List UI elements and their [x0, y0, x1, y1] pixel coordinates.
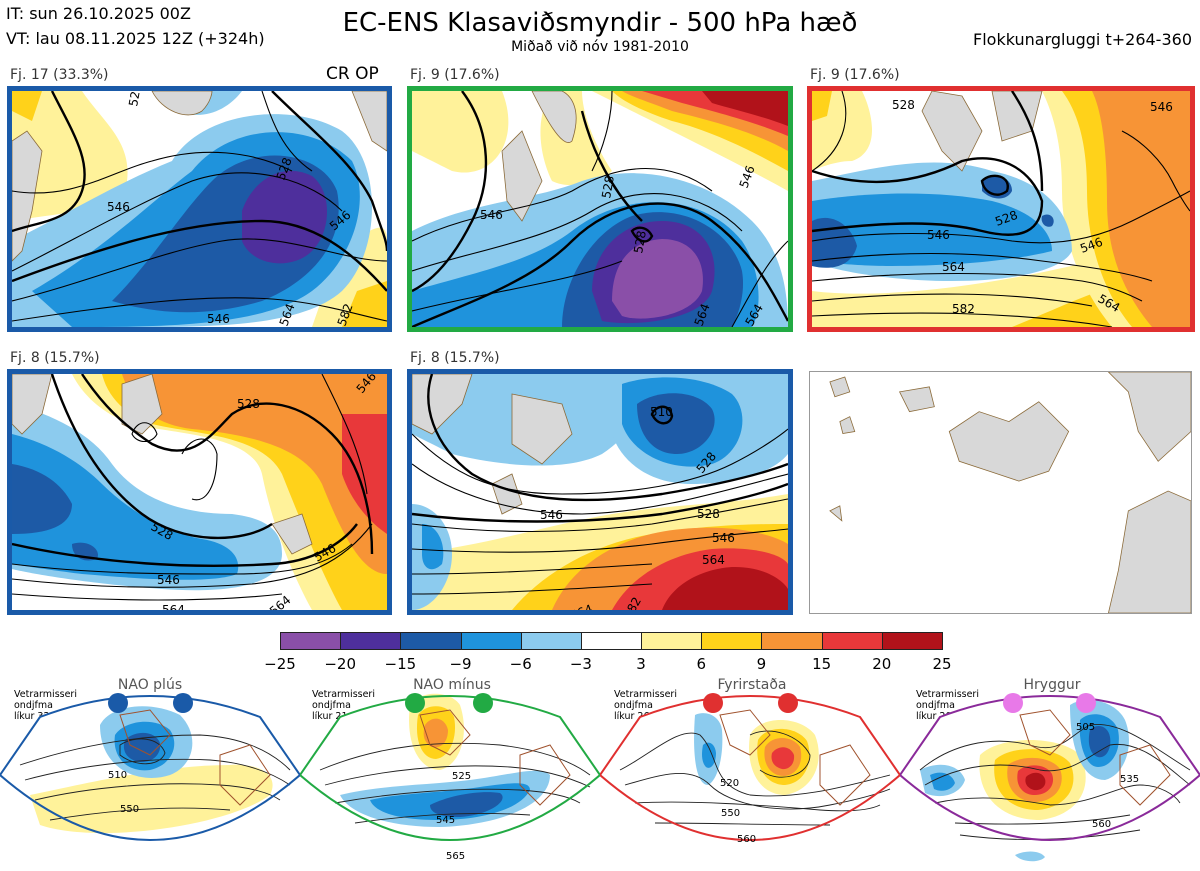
regime-contour-label: 545 [436, 815, 455, 826]
colorbar-tick-label: 3 [636, 655, 646, 673]
colorbar-segment [460, 632, 522, 650]
contour-label: 528 [631, 230, 649, 255]
contour-label: 546 [737, 164, 758, 190]
colorbar-segment [641, 632, 703, 650]
regime-contour-label: 525 [452, 771, 471, 782]
regime-blocking: 520 550 560 [600, 675, 900, 871]
contour-label: 546 [480, 208, 503, 222]
cluster-window: Flokkunargluggi t+264-360 [973, 30, 1192, 49]
valid-time: VT: lau 08.11.2025 12Z (+324h) [6, 29, 265, 48]
cluster-5-map: 510 528 546 528 546 564 564 582 [407, 369, 793, 615]
regime-contour-label: 550 [721, 808, 740, 819]
contour-label: 528 [126, 91, 144, 108]
colorbar-tick-label: 20 [872, 655, 892, 673]
contour-label: 546 [540, 508, 563, 522]
colorbar-tick-label: −9 [449, 655, 472, 673]
colorbar-tick-label: −3 [569, 655, 592, 673]
regime-1-title: NAO plús [117, 677, 183, 693]
colorbar-tick-label: −20 [324, 655, 356, 673]
cluster-3-label: Fj. 9 (17.6%) [810, 67, 900, 83]
colorbar-tick-label: −6 [509, 655, 532, 673]
regime-contour-label: 565 [446, 851, 465, 862]
contour-label: 528 [599, 175, 617, 200]
regime-nao-minus: 525 545 565 [300, 675, 600, 871]
regime-contour-label: 505 [1076, 722, 1095, 733]
contour-label: 564 [692, 302, 713, 327]
colorbar-segment [400, 632, 462, 650]
colorbar-tick-label: 9 [756, 655, 767, 673]
colorbar-segment [340, 632, 402, 650]
regime-contour-label: 560 [1092, 819, 1111, 830]
regime-contour-label: 550 [120, 804, 139, 815]
colorbar-segment [701, 632, 763, 650]
contour-label: 564 [277, 302, 298, 327]
regime-3-title: Fyrirstaða [717, 677, 787, 693]
issue-time: IT: sun 26.10.2025 00Z [6, 4, 191, 23]
colorbar-tick-label: −15 [384, 655, 417, 673]
cluster-2-map: 546 528 546 528 564 564 [407, 86, 793, 332]
page-subtitle: Miðað við nóv 1981-2010 [511, 39, 689, 55]
contour-label: 564 [702, 553, 725, 567]
regime-contour-label: 535 [1120, 774, 1139, 785]
contour-label: 528 [892, 98, 915, 112]
regime-ridge: 505 535 560 [900, 675, 1200, 871]
contour-label: 546 [1150, 100, 1173, 114]
colorbar-tick-label: 6 [696, 655, 707, 673]
page-title: EC-ENS Klasaviðsmyndir - 500 hPa hæð [342, 8, 858, 38]
contour-label: 582 [952, 302, 975, 316]
colorbar-segment [280, 632, 342, 650]
regime-4-title: Hryggur [1023, 677, 1081, 693]
colorbar [280, 632, 943, 650]
regime-nao-plus: 510 550 [0, 675, 300, 871]
regime-2-title: NAO mínus [413, 677, 491, 693]
regime-contour-label: 520 [720, 778, 739, 789]
contour-label: 546 [927, 228, 950, 242]
cluster-2-label: Fj. 9 (17.6%) [410, 67, 500, 83]
colorbar-tick-label: 25 [932, 655, 952, 673]
contour-label: 564 [942, 260, 965, 274]
empty-base-map [809, 371, 1192, 614]
colorbar-segment [580, 632, 643, 650]
cluster-1-label: Fj. 17 (33.3%) [10, 67, 109, 83]
regime-contour-label: 560 [737, 834, 756, 845]
colorbar-tick-label: −25 [264, 655, 296, 673]
contour-label: 510 [650, 405, 673, 419]
contour-label: 564 [568, 602, 594, 610]
colorbar-segment [881, 632, 943, 650]
contour-label: 546 [712, 531, 735, 545]
colorbar-segment [520, 632, 582, 650]
contour-label: 528 [697, 507, 720, 521]
contour-label: 528 [237, 397, 260, 411]
cluster-1-map: 528 546 546 546 528 564 582 [7, 86, 392, 332]
cluster-4-map: 546 528 528 546 564 546 564 [7, 369, 392, 615]
cluster-3-map: 528 546 528 546 546 564 582 564 [807, 86, 1195, 332]
cluster-1-tag: CR OP [326, 64, 379, 84]
cluster-5-label: Fj. 8 (15.7%) [410, 350, 500, 366]
contour-label: 546 [107, 200, 130, 214]
cluster-4-label: Fj. 8 (15.7%) [10, 350, 100, 366]
colorbar-tick-label: 15 [812, 655, 832, 673]
colorbar-segment [761, 632, 823, 650]
regime-contour-label: 510 [108, 770, 127, 781]
colorbar-segment [821, 632, 883, 650]
contour-label: 564 [162, 603, 185, 610]
contour-label: 546 [207, 312, 230, 326]
contour-label: 546 [157, 573, 180, 587]
contour-label: 582 [335, 302, 356, 327]
